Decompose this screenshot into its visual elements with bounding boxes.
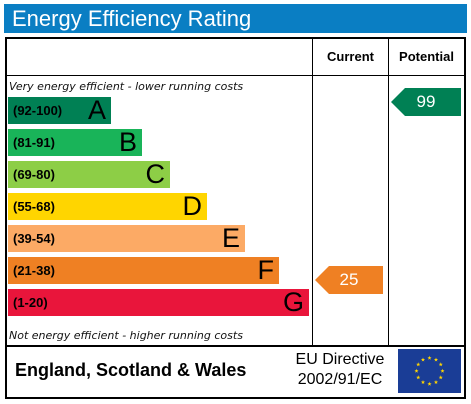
- band-range-label: (92-100): [13, 103, 63, 118]
- current-rating-arrow: 25: [315, 266, 383, 294]
- eu-star-icon: [427, 355, 432, 360]
- band-letter: G: [282, 287, 304, 317]
- band-letter: A: [87, 95, 106, 125]
- note-efficient: Very energy efficient - lower running co…: [9, 80, 244, 93]
- band-d: (55-68) D: [8, 191, 207, 221]
- eu-star-icon: [438, 375, 443, 380]
- band-letter: F: [257, 255, 275, 285]
- eu-star-icon: [420, 357, 426, 362]
- header-divider: [5, 75, 466, 76]
- rating-frame: [5, 37, 466, 399]
- page-title: Energy Efficiency Rating: [4, 4, 467, 33]
- band-range-label: (55-68): [13, 199, 55, 214]
- eu-star-icon: [416, 362, 421, 367]
- eu-star-icon: [427, 381, 432, 386]
- band-b: (81-91) B: [8, 127, 142, 157]
- eu-directive-line1: EU Directive: [295, 351, 385, 368]
- eu-star-icon: [420, 380, 426, 385]
- current-rating-value: 25: [339, 270, 359, 289]
- divider-potential: [388, 37, 389, 345]
- eu-directive-line2: 2002/91/EC: [297, 371, 383, 388]
- eu-star-icon: [414, 368, 419, 373]
- divider-current: [312, 37, 313, 345]
- eu-star-icon: [433, 357, 439, 362]
- band-range-label: (39-54): [13, 231, 55, 246]
- band-c: (69-80) C: [8, 159, 170, 189]
- current-column-header: Current: [327, 49, 374, 64]
- eu-flag-icon: [398, 349, 461, 393]
- note-inefficient: Not energy efficient - higher running co…: [9, 329, 243, 342]
- eu-directive: EU Directive 2002/91/EC: [285, 350, 395, 390]
- band-letter: B: [118, 127, 137, 157]
- band-g: (1-20) G: [8, 287, 309, 317]
- band-range-label: (69-80): [13, 167, 55, 182]
- band-a: (92-100) A: [8, 95, 111, 125]
- band-letter: C: [145, 159, 166, 189]
- potential-rating-arrow: 99: [391, 88, 461, 116]
- potential-column-header: Potential: [399, 49, 454, 64]
- eu-star-icon: [416, 375, 421, 380]
- band-e: (39-54) E: [8, 223, 245, 253]
- eu-star-icon: [433, 380, 439, 385]
- footer-divider: [5, 345, 466, 347]
- eu-star-icon: [440, 368, 445, 373]
- band-letter: D: [182, 191, 203, 221]
- band-f: (21-38) F: [8, 255, 279, 285]
- potential-rating-value: 99: [416, 92, 436, 111]
- band-range-label: (81-91): [13, 135, 55, 150]
- band-range-label: (1-20): [13, 295, 48, 310]
- band-letter: E: [221, 223, 240, 253]
- country-label: England, Scotland & Wales: [15, 360, 247, 380]
- eu-star-icon: [438, 362, 443, 367]
- band-range-label: (21-38): [13, 263, 55, 278]
